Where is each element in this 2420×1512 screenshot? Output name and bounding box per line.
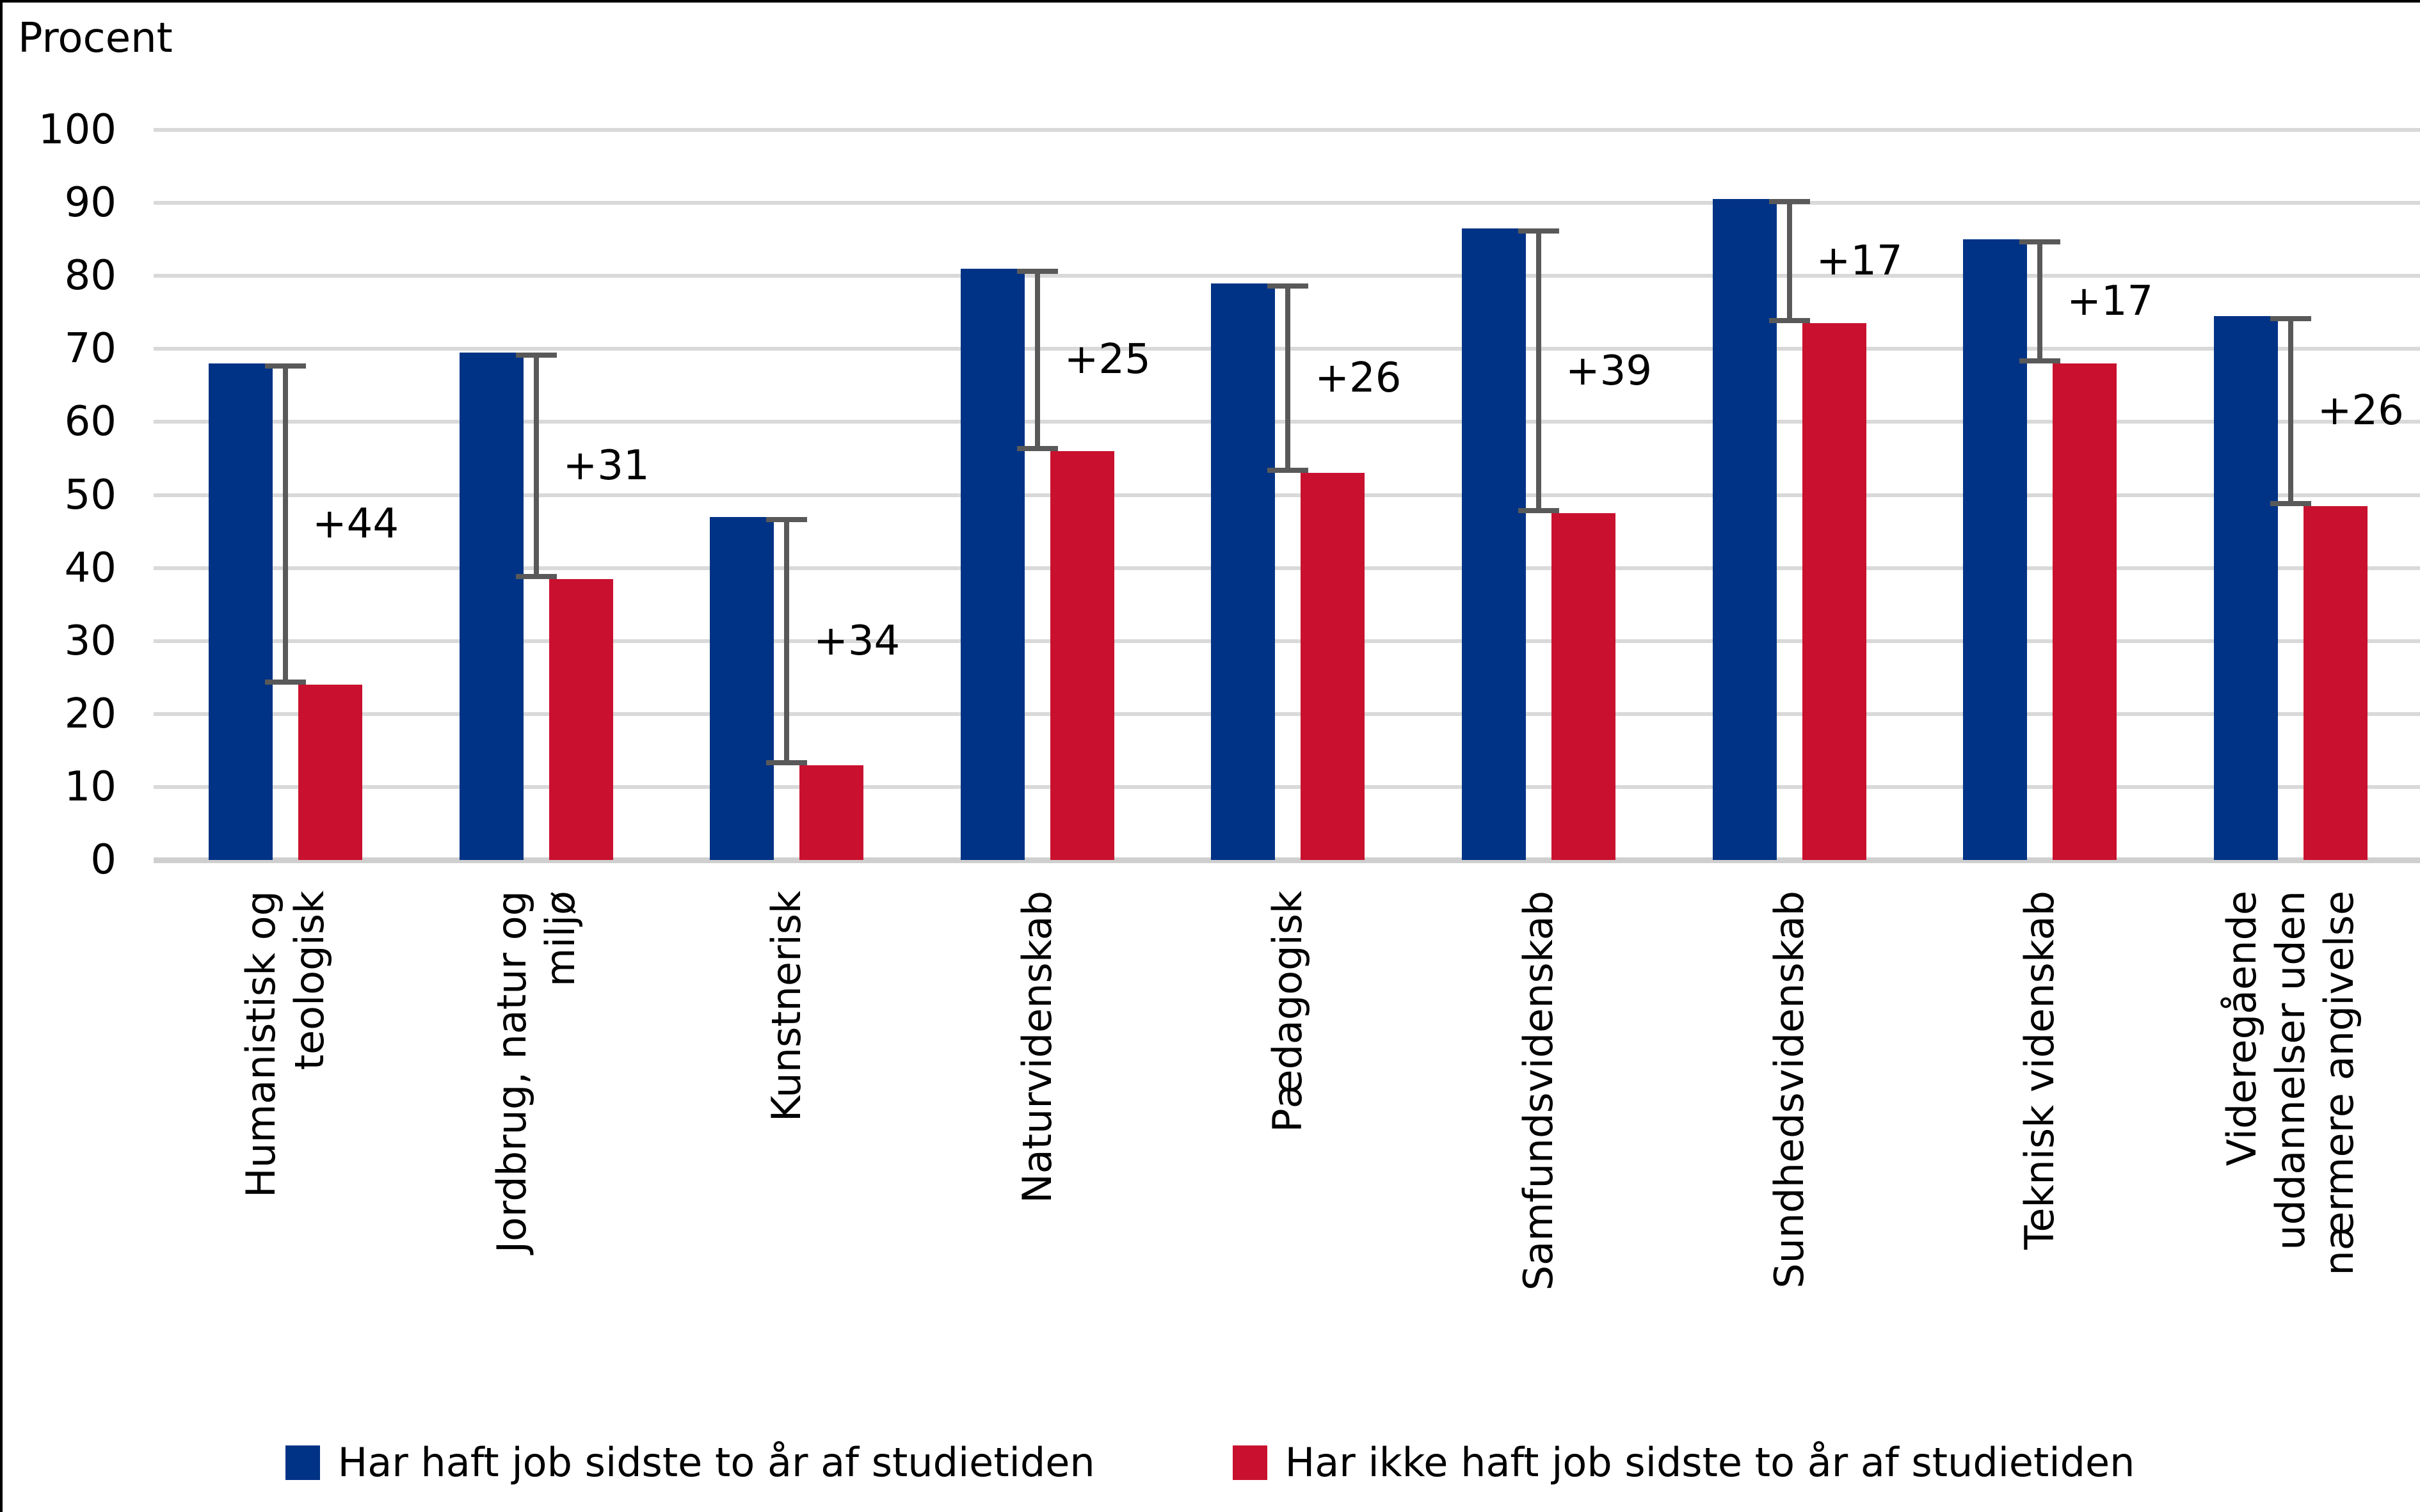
x-category-label: Teknisk videnskab [2016,891,2063,1250]
difference-label: +34 [813,617,901,665]
y-tick-label: 50 [64,471,116,519]
x-category-label-wrap: Teknisk videnskab [2015,891,2064,1467]
gridline [154,493,2420,497]
gridline [154,712,2420,716]
difference-bracket [2019,239,2061,364]
bar-har-ikke-haft-job-sidste-to-r-af-studietiden-1 [549,578,613,860]
x-category-label: Jordbrug, natur og miljø [488,891,584,1253]
bar-har-ikke-haft-job-sidste-to-r-af-studietiden-2 [799,765,864,860]
bar-har-ikke-haft-job-sidste-to-r-af-studietiden-5 [1551,513,1615,860]
bar-har-haft-job-sidste-to-r-af-studietiden-7 [1963,239,2028,860]
difference-bracket-line [1034,273,1040,447]
difference-bracket [1267,283,1309,473]
difference-bracket [1016,268,1058,452]
bar-har-haft-job-sidste-to-r-af-studietiden-1 [459,353,524,860]
y-tick-label: 0 [90,836,116,884]
gridline [154,566,2420,570]
y-tick-label: 60 [64,398,116,446]
y-axis-title: Procent [18,15,173,62]
difference-label: +26 [2317,387,2404,435]
x-category-label-wrap: Jordbrug, natur og miljø [488,891,585,1467]
difference-bracket-line [1786,204,1792,319]
y-tick-label: 40 [64,544,116,592]
difference-label: +31 [563,442,650,489]
difference-bracket [1768,199,1810,324]
bar-har-ikke-haft-job-sidste-to-r-af-studietiden-0 [298,685,362,860]
x-category-label-wrap: Videregående uddannelser uden nærmere an… [2218,891,2364,1467]
bar-har-haft-job-sidste-to-r-af-studietiden-4 [1211,283,1276,860]
legend-label: Har haft job sidste to år af studietiden [337,1439,1095,1486]
difference-bracket [2270,315,2311,506]
x-category-label-wrap: Pædagogisk [1263,891,1312,1467]
difference-bracket [515,353,557,579]
y-tick-label: 100 [38,106,116,154]
bar-har-haft-job-sidste-to-r-af-studietiden-0 [209,363,273,860]
x-category-label-wrap: Naturvidenskab [1013,891,1062,1467]
y-tick-label: 20 [64,690,116,738]
frame-border-left [0,0,3,1512]
legend-swatch-icon [285,1445,320,1480]
bar-har-ikke-haft-job-sidste-to-r-af-studietiden-7 [2053,363,2117,860]
difference-bracket-line [2288,321,2293,501]
legend-label: Har ikke haft job sidste to år af studie… [1285,1439,2135,1486]
bar-har-haft-job-sidste-to-r-af-studietiden-3 [960,268,1025,860]
difference-bracket [1518,228,1559,514]
legend: Har haft job sidste to år af studietiden… [0,1437,2420,1488]
y-tick-label: 10 [64,763,116,811]
x-category-label: Pædagogisk [1264,891,1311,1133]
gridline [154,274,2420,278]
bar-har-haft-job-sidste-to-r-af-studietiden-5 [1462,228,1526,860]
difference-bracket-line [2037,244,2043,359]
y-tick-label: 30 [64,617,116,665]
difference-bracket-line [1285,288,1291,468]
difference-label: +39 [1566,347,1653,395]
difference-bracket-line [283,369,288,680]
legend-item-0: Har haft job sidste to år af studietiden [285,1437,1095,1488]
x-category-label-wrap: Kunstnerisk [762,891,811,1467]
difference-label: +17 [2067,278,2154,326]
difference-label: +25 [1064,336,1151,384]
bar-har-ikke-haft-job-sidste-to-r-af-studietiden-4 [1301,473,1365,860]
difference-bracket-line [784,521,790,760]
y-tick-label: 70 [64,325,116,373]
x-axis-baseline [154,857,2420,863]
x-category-label: Samfundsvidenskab [1515,891,1562,1291]
gridline [154,128,2420,132]
x-category-label-wrap: Humanistisk og teologisk [237,891,334,1467]
x-category-label: Naturvidenskab [1013,891,1061,1204]
bar-har-ikke-haft-job-sidste-to-r-af-studietiden-6 [1802,323,1866,860]
x-category-label: Videregående uddannelser uden nærmere an… [2218,891,2362,1276]
bar-har-haft-job-sidste-to-r-af-studietiden-2 [710,516,774,860]
bar-har-ikke-haft-job-sidste-to-r-af-studietiden-3 [1050,451,1114,860]
y-tick-label: 80 [64,252,116,300]
difference-bracket [766,516,808,765]
legend-item-1: Har ikke haft job sidste to år af studie… [1232,1437,2135,1488]
gridline [154,639,2420,643]
bar-har-haft-job-sidste-to-r-af-studietiden-6 [1712,199,1777,860]
x-category-label: Kunstnerisk [763,891,810,1122]
gridline [154,784,2420,789]
difference-bracket-line [1536,234,1541,509]
difference-bracket [265,363,306,685]
y-tick-label: 90 [64,179,116,227]
x-category-label: Humanistisk og teologisk [237,891,333,1198]
difference-label: +44 [312,500,399,548]
difference-label: +17 [1816,237,1903,285]
gridline [154,201,2420,205]
legend-swatch-icon [1232,1445,1267,1480]
x-category-label-wrap: Samfundsvidenskab [1514,891,1563,1467]
frame-border-top [0,0,2420,3]
difference-bracket-line [533,358,539,574]
bar-har-ikke-haft-job-sidste-to-r-af-studietiden-8 [2303,505,2368,860]
bar-har-haft-job-sidste-to-r-af-studietiden-8 [2213,315,2278,860]
x-category-label-wrap: Sundhedsvidenskab [1765,891,1814,1467]
difference-label: +26 [1315,354,1402,402]
x-category-label: Sundhedsvidenskab [1765,891,1813,1289]
